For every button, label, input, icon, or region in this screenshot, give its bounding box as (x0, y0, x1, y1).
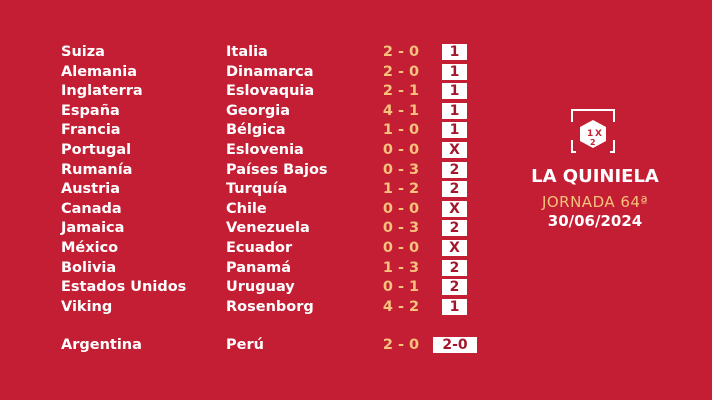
away-team: Eslovaquia (226, 83, 315, 100)
match-row: Bolivia Panamá 1 - 3 2 (0, 258, 500, 278)
away-team: Rosenborg (226, 298, 314, 315)
home-team: Inglaterra (61, 83, 143, 100)
score: 2 - 1 (382, 83, 420, 100)
result-sign: 1 (442, 63, 467, 80)
score: 0 - 1 (382, 279, 420, 296)
away-team: Uruguay (226, 279, 295, 296)
score: 2 - 0 (382, 337, 420, 353)
away-team: Países Bajos (226, 161, 328, 178)
home-team: Bolivia (61, 259, 117, 276)
match-row: Canada Chile 0 - 0 X (0, 199, 500, 219)
home-team: Estados Unidos (61, 279, 187, 296)
result-sign: 2 (442, 279, 467, 296)
result-sign: X (442, 240, 467, 256)
svg-text:1: 1 (587, 129, 593, 139)
match-row: Francia Bélgica 1 - 0 1 (0, 120, 500, 140)
match-row: Jamaica Venezuela 0 - 3 2 (0, 218, 500, 238)
brand-title: LA QUINIELA (531, 166, 659, 187)
score: 2 - 0 (382, 63, 420, 80)
match-row: Rumanía Países Bajos 0 - 3 2 (0, 160, 500, 180)
away-team: Venezuela (226, 220, 310, 237)
score: 0 - 3 (382, 220, 420, 237)
home-team: Jamaica (61, 220, 125, 237)
away-team: Dinamarca (226, 63, 314, 80)
score: 1 - 2 (382, 181, 420, 198)
result-sign: 2 (442, 181, 467, 198)
away-team: Eslovenia (226, 142, 304, 158)
result-sign: 2 (442, 220, 467, 237)
away-team: Turquía (226, 181, 288, 198)
result-sign: 2 (442, 259, 467, 276)
match-row: España Georgia 4 - 1 1 (0, 101, 500, 121)
home-team: Francia (61, 122, 121, 139)
score: 1 - 3 (382, 259, 420, 276)
match-row: Viking Rosenborg 4 - 2 1 (0, 297, 500, 317)
date-label: 30/06/2024 (547, 212, 643, 230)
result-sign: 2-0 (433, 337, 477, 353)
svg-text:X: X (595, 129, 602, 139)
match-row: Inglaterra Eslovaquia 2 - 1 1 (0, 81, 500, 101)
match-row: Austria Turquía 1 - 2 2 (0, 179, 500, 199)
quiniela-logo-icon: 1 X 2 (571, 109, 615, 153)
home-team: México (61, 240, 119, 256)
away-team: Italia (226, 44, 268, 60)
away-team: Chile (226, 200, 267, 217)
away-team: Georgia (226, 102, 290, 119)
home-team: Argentina (61, 337, 142, 353)
match-row: México Ecuador 0 - 0 X (0, 238, 500, 258)
score: 4 - 2 (382, 298, 420, 315)
result-sign: 1 (442, 298, 467, 315)
score: 4 - 1 (382, 102, 420, 119)
score: 0 - 0 (382, 142, 420, 158)
home-team: Viking (61, 298, 113, 315)
match-row: Estados Unidos Uruguay 0 - 1 2 (0, 277, 500, 297)
result-sign: 1 (442, 122, 467, 139)
home-team: Suiza (61, 44, 105, 60)
result-sign: X (442, 142, 467, 158)
svg-text:2: 2 (590, 138, 596, 147)
home-team: España (61, 102, 120, 119)
home-team: Austria (61, 181, 121, 198)
result-sign: 1 (442, 83, 467, 100)
result-sign: 1 (442, 102, 467, 119)
match-row: Portugal Eslovenia 0 - 0 X (0, 140, 500, 160)
home-team: Rumanía (61, 161, 133, 178)
away-team: Ecuador (226, 240, 293, 256)
away-team: Perú (226, 337, 264, 353)
result-sign: 1 (442, 44, 467, 60)
away-team: Bélgica (226, 122, 286, 139)
score: 0 - 0 (382, 200, 420, 217)
home-team: Alemania (61, 63, 137, 80)
jornada-label: JORNADA 64ª (541, 193, 649, 211)
match-row: Suiza Italia 2 - 0 1 (0, 42, 500, 62)
score: 1 - 0 (382, 122, 420, 139)
score: 0 - 0 (382, 240, 420, 256)
home-team: Canada (61, 200, 122, 217)
score: 0 - 3 (382, 161, 420, 178)
result-sign: X (442, 200, 467, 217)
match-row: Argentina Perú 2 - 0 2-0 (0, 335, 500, 355)
away-team: Panamá (226, 259, 292, 276)
score: 2 - 0 (382, 44, 420, 60)
result-sign: 2 (442, 161, 467, 178)
match-row: Alemania Dinamarca 2 - 0 1 (0, 62, 500, 82)
home-team: Portugal (61, 142, 132, 158)
